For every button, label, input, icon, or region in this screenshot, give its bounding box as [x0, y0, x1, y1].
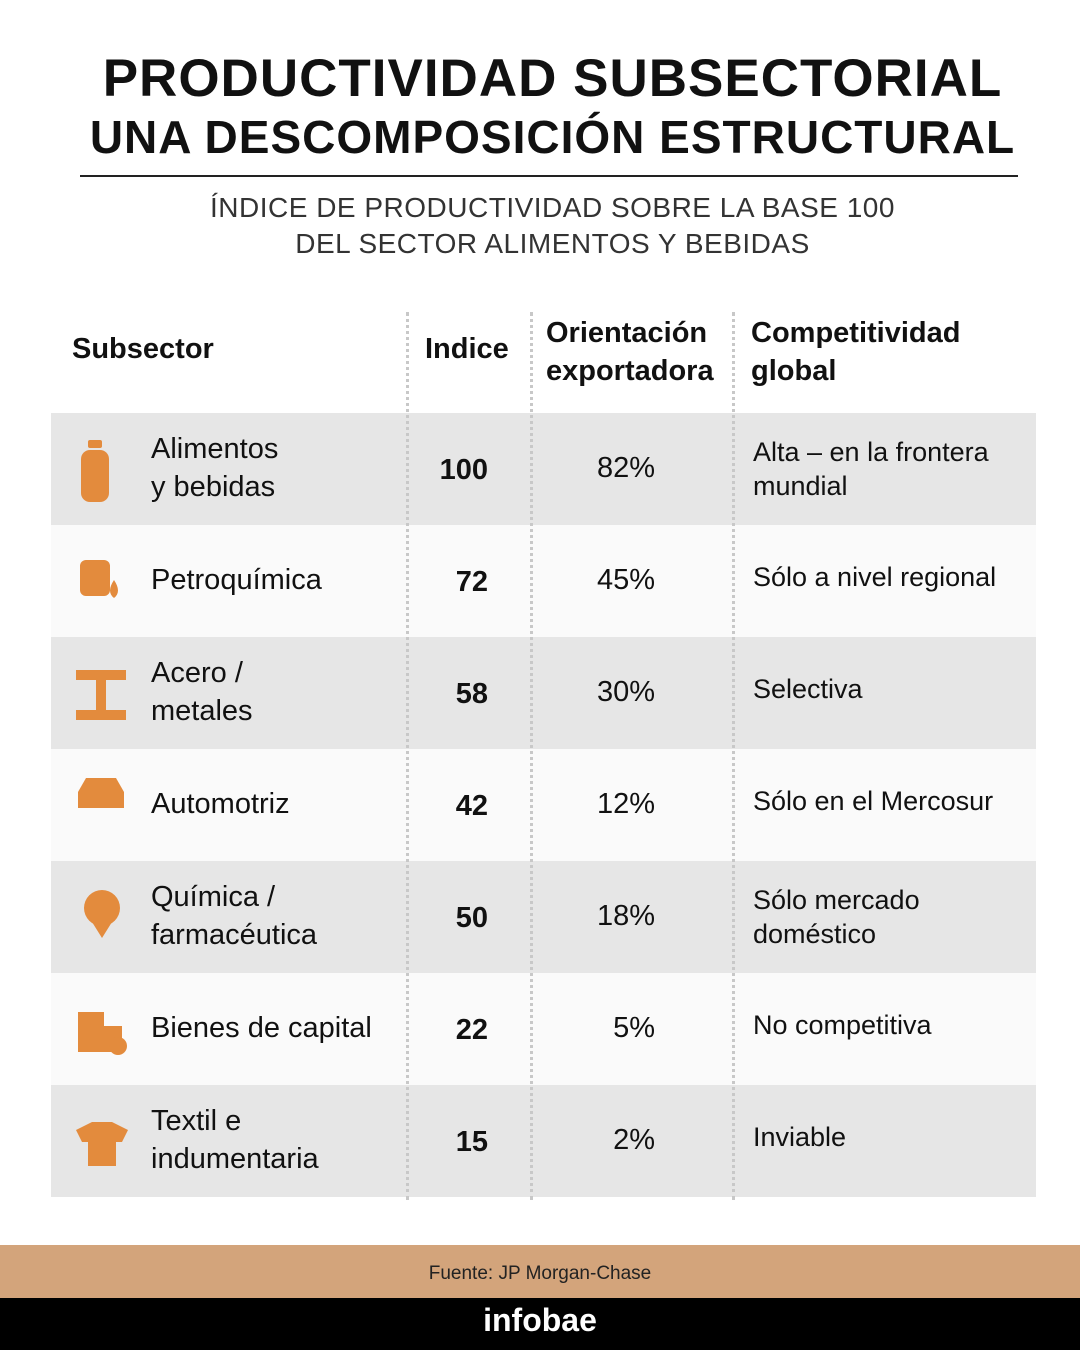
index: 15 [455, 1126, 488, 1158]
brand-bar [0, 1298, 1080, 1350]
table-row: Petroquímica 72 45% Sólo a nivel regional [51, 525, 1036, 637]
table-row: Bienes de capital 22 5% No competitiva [51, 973, 1036, 1085]
export-share: 12% [596, 788, 655, 820]
subsector: Petroquímica [151, 564, 322, 596]
column-header: Competitividad global [751, 317, 961, 387]
divider [732, 312, 735, 1200]
column-header: Orientación exportadora [546, 317, 714, 387]
competitiveness: Sólo mercado doméstico [753, 885, 920, 949]
footer-band [0, 1245, 1080, 1298]
subsector: Bienes de capital [151, 1012, 372, 1044]
index: 50 [455, 902, 488, 934]
competitiveness: Inviable [753, 1122, 847, 1152]
export-share: 2% [613, 1124, 655, 1156]
index: 58 [455, 678, 488, 710]
table-row: Automotriz 42 12% Sólo en el Mercosur [51, 749, 1036, 861]
index: 100 [439, 454, 488, 486]
subsector: Acero / metales [151, 657, 253, 727]
index: 22 [455, 1014, 488, 1046]
competitiveness: No competitiva [753, 1010, 932, 1040]
source: Fuente: JP Morgan-Chase [428, 1263, 652, 1284]
icons [76, 440, 128, 1166]
export-share: 30% [596, 676, 655, 708]
table-row: Textil e indumentaria 15 2% Inviable [51, 1085, 1036, 1197]
table-row: Química / farmacéutica 50 18% Sólo mercado … [51, 861, 1036, 973]
subtitle: ÍNDICE DE PRODUCTIVIDAD SOBRE LA BASE 10… [210, 192, 895, 223]
subsector: Alimentos y bebidas [151, 433, 279, 503]
competitiveness: Alta – en la frontera mundial [753, 437, 989, 501]
column-header: Indice [425, 333, 509, 365]
subsector: Química / farmacéutica [151, 881, 318, 951]
index: 42 [455, 790, 488, 822]
divider [530, 312, 533, 1200]
column-header: Subsector [72, 333, 214, 365]
export-share: 5% [613, 1012, 655, 1044]
subsector: Automotriz [151, 788, 290, 820]
subtitle: DEL SECTOR ALIMENTOS Y BEBIDAS [295, 228, 810, 259]
rule [80, 175, 1018, 177]
export-share: 82% [596, 452, 655, 484]
divider [406, 312, 409, 1200]
title: UNA DESCOMPOSICIÓN ESTRUCTURAL [89, 111, 1016, 163]
table-row: Alimentos y bebidas 100 82% Alta – en la fr… [51, 413, 1036, 525]
title: PRODUCTIVIDAD SUBSECTORIAL [102, 49, 1003, 108]
export-share: 45% [596, 564, 655, 596]
competitiveness: Sólo en el Mercosur [753, 786, 994, 816]
competitiveness: Selectiva [753, 674, 863, 704]
index: 72 [455, 566, 488, 598]
competitiveness: Sólo a nivel regional [753, 562, 997, 592]
export-share: 18% [596, 900, 655, 932]
brand: infobae [483, 1302, 597, 1338]
table-row: Acero / metales 58 30% Selectiva [51, 637, 1036, 749]
subsector: Textil e indumentaria [151, 1105, 319, 1175]
